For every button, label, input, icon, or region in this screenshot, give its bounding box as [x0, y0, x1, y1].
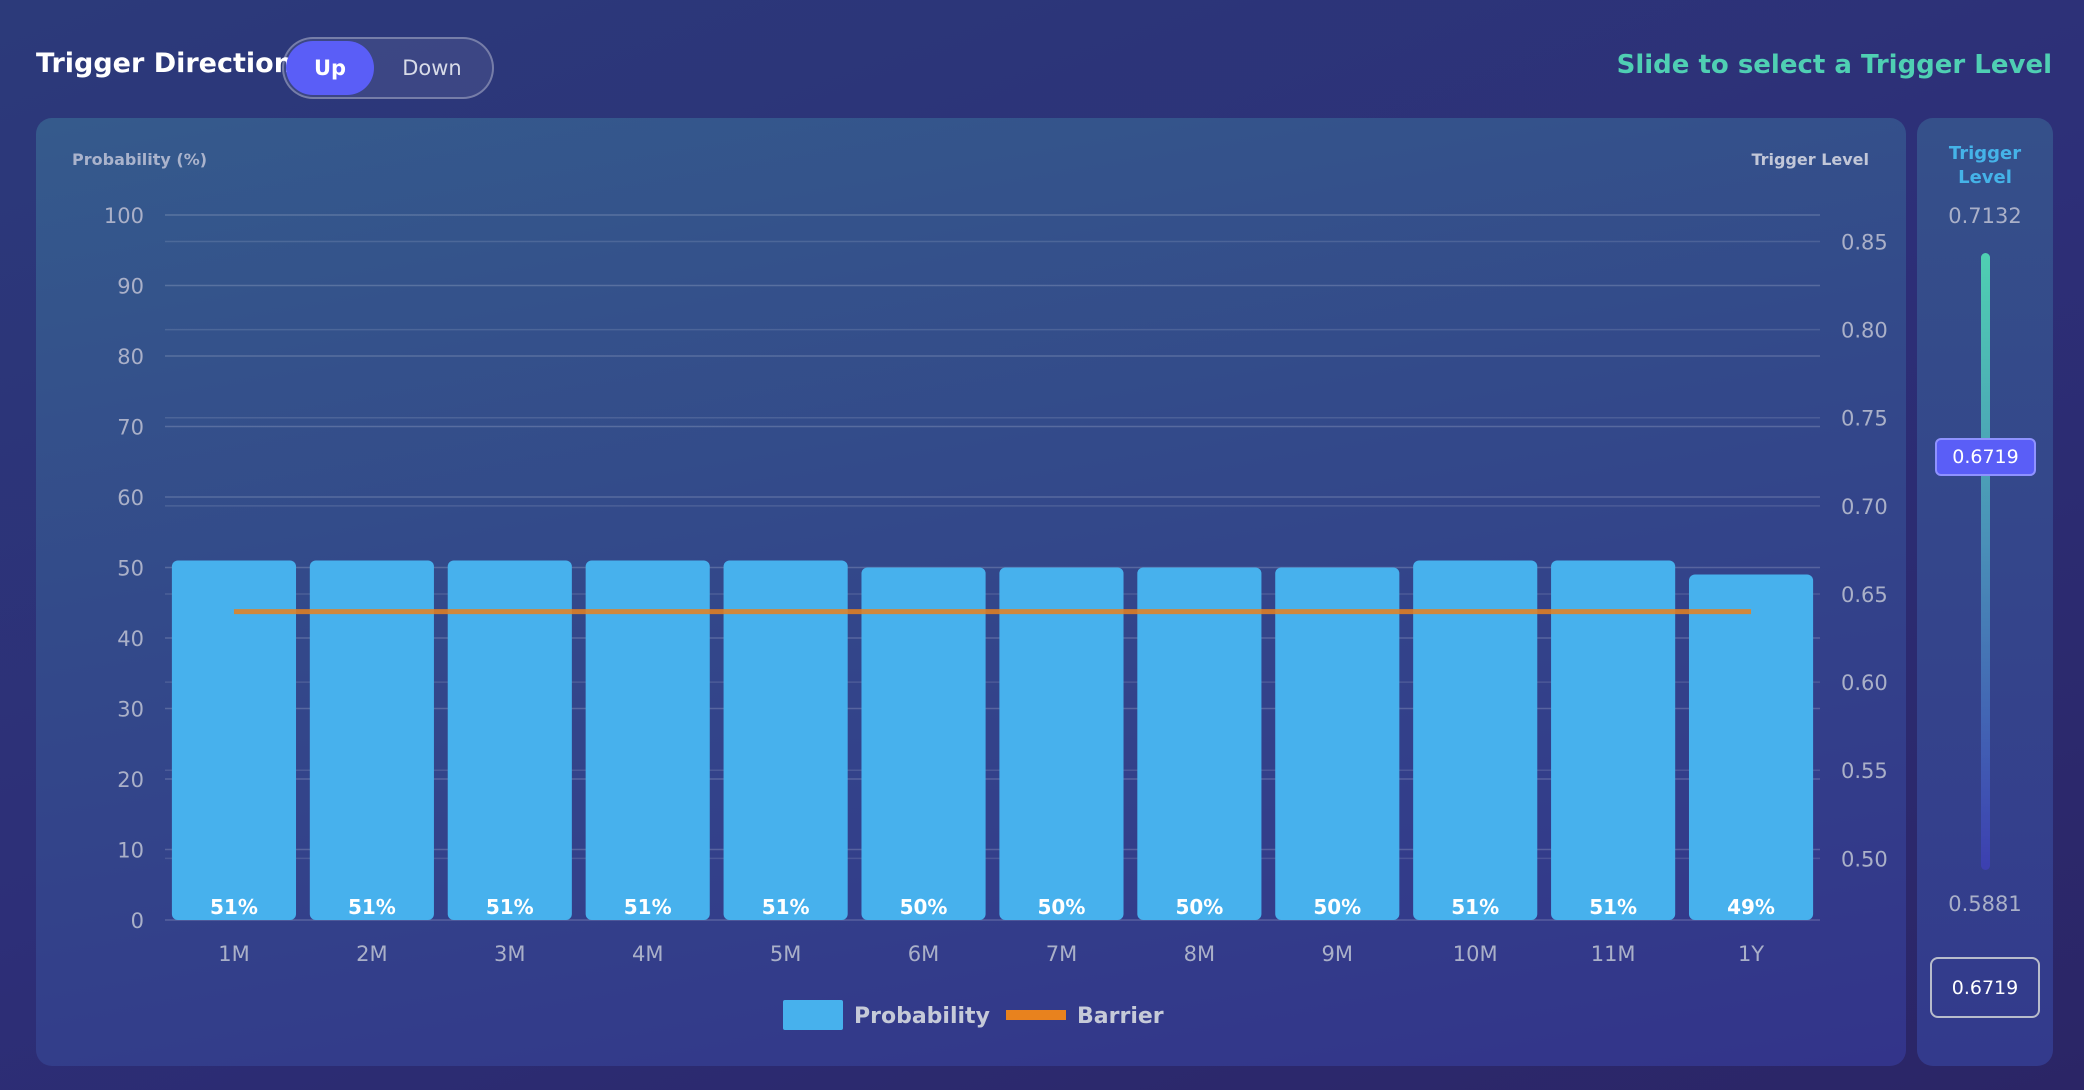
- y-tick-label: 10: [117, 839, 144, 863]
- x-tick-label: 2M: [356, 942, 387, 966]
- bar: [1137, 567, 1262, 920]
- bar-value-label: 50%: [1038, 895, 1086, 919]
- trigger-level-slider-panel: Trigger Level 0.7132 0.6719 0.5881 0.6719: [1917, 118, 2053, 1066]
- x-tick-label: 6M: [908, 942, 939, 966]
- y2-tick-label: 0.85: [1841, 230, 1888, 254]
- x-tick-label: 3M: [494, 942, 525, 966]
- x-tick-label: 1M: [218, 942, 249, 966]
- bar-value-label: 50%: [1313, 895, 1361, 919]
- bar: [723, 560, 848, 920]
- slider-track[interactable]: [1981, 253, 1990, 870]
- y-tick-label: 20: [117, 768, 144, 792]
- bar: [999, 567, 1124, 920]
- bar: [1413, 560, 1538, 920]
- legend-probability-swatch: [783, 1000, 843, 1030]
- bar: [447, 560, 572, 920]
- y-tick-label: 100: [104, 204, 144, 228]
- x-tick-label: 1Y: [1738, 942, 1764, 966]
- legend-barrier-swatch: [1006, 1010, 1066, 1020]
- bar: [1688, 574, 1814, 920]
- bar-value-label: 51%: [348, 895, 396, 919]
- bar-value-label: 51%: [210, 895, 258, 919]
- bar-value-label: 51%: [1589, 895, 1637, 919]
- x-tick-label: 4M: [632, 942, 663, 966]
- y2-tick-label: 0.75: [1841, 407, 1888, 431]
- legend-barrier-label: Barrier: [1077, 1004, 1164, 1029]
- y-axis-title: Probability (%): [72, 150, 207, 169]
- y-tick-label: 70: [117, 416, 144, 440]
- direction-up-option[interactable]: Up: [286, 41, 374, 95]
- direction-toggle[interactable]: Up Down: [282, 37, 494, 99]
- bar-value-label: 51%: [624, 895, 672, 919]
- y-tick-label: 40: [117, 627, 144, 651]
- legend-probability-label: Probability: [854, 1004, 990, 1029]
- y2-tick-label: 0.70: [1841, 495, 1888, 519]
- y2-tick-label: 0.80: [1841, 319, 1888, 343]
- slider-title: Trigger Level: [1917, 142, 2053, 190]
- bar-value-label: 49%: [1727, 895, 1775, 919]
- slider-hint: Slide to select a Trigger Level: [1616, 50, 2052, 80]
- probability-chart: Probability (%) Trigger Level 0 10 20 30 40 50 6…: [72, 150, 1888, 1030]
- bar-value-label: 51%: [762, 895, 810, 919]
- bar: [1275, 567, 1400, 920]
- bar: [309, 560, 434, 920]
- direction-down-option[interactable]: Down: [402, 56, 462, 80]
- y2-tick-label: 0.60: [1841, 671, 1888, 695]
- slider-title-line1: Trigger: [1948, 143, 2022, 164]
- y2-tick-label: 0.65: [1841, 583, 1888, 607]
- x-tick-label: 9M: [1322, 942, 1353, 966]
- y2-tick-label: 0.55: [1841, 759, 1888, 783]
- trigger-direction-title: Trigger Direction: [36, 48, 293, 79]
- bar-value-label: 51%: [1451, 895, 1499, 919]
- y-tick-label: 50: [117, 557, 144, 581]
- y-tick-label: 30: [117, 698, 144, 722]
- slider-title-line2: Level: [1958, 167, 2012, 188]
- chart-panel: Probability (%) Trigger Level 0 10 20 30 40 50 6…: [36, 118, 1906, 1066]
- slider-min-label: 0.5881: [1948, 892, 2022, 916]
- y-tick-label: 90: [117, 275, 144, 299]
- y2-axis-title: Trigger Level: [1751, 150, 1869, 169]
- x-tick-label: 10M: [1453, 942, 1498, 966]
- y-tick-label: 0: [131, 909, 144, 933]
- y-tick-label: 60: [117, 486, 144, 510]
- slider-thumb[interactable]: 0.6719: [1935, 437, 2036, 476]
- bar-value-label: 51%: [486, 895, 534, 919]
- bar-value-label: 50%: [900, 895, 948, 919]
- y2-tick-label: 0.50: [1841, 847, 1888, 871]
- y-tick-label: 80: [117, 345, 144, 369]
- bar: [585, 560, 710, 920]
- trigger-level-input[interactable]: 0.6719: [1930, 957, 2040, 1018]
- bar-value-label: 50%: [1175, 895, 1223, 919]
- bar: [861, 567, 986, 920]
- x-tick-label: 5M: [770, 942, 801, 966]
- bar: [171, 560, 297, 920]
- x-tick-label: 8M: [1184, 942, 1215, 966]
- x-tick-label: 7M: [1046, 942, 1077, 966]
- bar: [1551, 560, 1676, 920]
- x-tick-label: 11M: [1591, 942, 1636, 966]
- slider-max-label: 0.7132: [1948, 204, 2022, 228]
